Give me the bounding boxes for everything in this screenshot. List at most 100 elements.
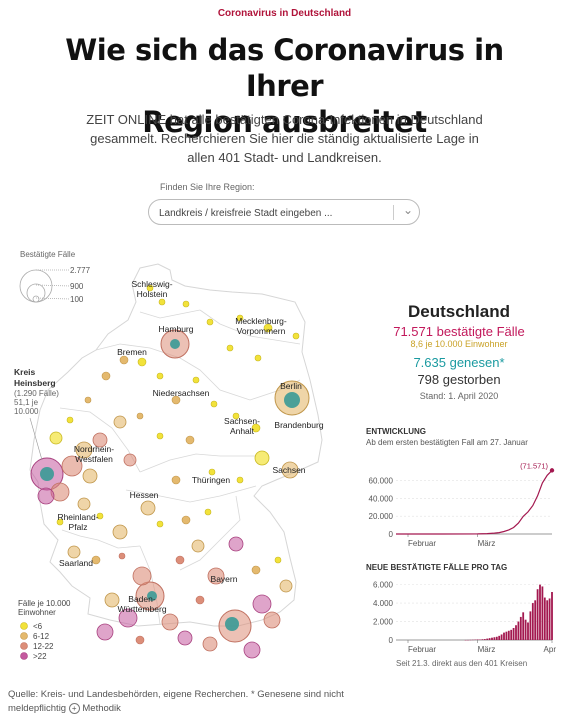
end-point (549, 468, 555, 473)
case-circles[interactable] (30, 284, 310, 659)
bar (527, 622, 529, 640)
state-label-mv: Mecklenburg- (235, 316, 287, 326)
circle-by-6[interactable] (228, 536, 244, 552)
chart-title: NEUE BESTÄTIGTE FÄLLE PRO TAG (366, 563, 507, 572)
bar (510, 629, 513, 640)
circle-nrw-5[interactable] (37, 487, 55, 505)
plus-circle-icon[interactable]: + (68, 703, 80, 714)
circle-bw-3[interactable] (161, 613, 179, 631)
x-tick-label: Februar (408, 539, 436, 548)
circle-by-3[interactable] (243, 641, 261, 659)
circle-nrw-3[interactable] (92, 432, 108, 448)
state-label-niedersachsen: Niedersachsen (153, 388, 210, 398)
bar (512, 628, 515, 640)
circle-bw-2[interactable] (96, 623, 114, 641)
bar (546, 600, 549, 640)
circle-bw-6[interactable] (177, 630, 193, 646)
state-label-rp: Rheinland- (57, 512, 98, 522)
search-input[interactable] (157, 204, 391, 222)
method-link[interactable]: Methodik (82, 703, 121, 714)
state-label-thueringen: Thüringen (192, 475, 231, 485)
circle-nrw-9[interactable] (123, 453, 137, 467)
circle-stuttgart-inner (147, 591, 157, 601)
circle-by-5[interactable] (207, 567, 225, 585)
color-legend-title-2: Einwohner (18, 608, 56, 617)
intro-text: ZEIT ONLINE hat alle bestätigten Corona-… (86, 112, 483, 165)
chart-marks (464, 584, 553, 641)
circle-by-4[interactable] (202, 636, 218, 652)
circle-saar-1[interactable] (67, 545, 81, 559)
source-text: Quelle: Kreis- und Landesbehörden, eigen… (8, 689, 344, 714)
cumulative-line-chart[interactable]: ENTWICKLUNG Ab dem ersten bestätigten Fa… (364, 424, 559, 554)
circle-nrw-6[interactable] (113, 415, 127, 429)
bar (524, 619, 527, 640)
state-label-saarland: Saarland (59, 558, 93, 568)
callout-line: 10.000 (14, 407, 39, 416)
circle-bw-5[interactable] (104, 592, 120, 608)
summary-recovered: 7.635 genesen* (413, 355, 505, 370)
y-tick-label: 6.000 (373, 581, 394, 590)
circle-sachsen-2[interactable] (281, 461, 299, 479)
color-legend-item: >22 (33, 652, 47, 661)
search-label: Finden Sie Ihre Region: (160, 182, 255, 192)
bar (536, 589, 539, 640)
y-tick-label: 60.000 (369, 477, 394, 486)
state-label-mv-2: Vorpommern (237, 326, 286, 336)
circle-bw-1[interactable] (118, 608, 138, 628)
bar (539, 584, 541, 640)
circle-muenchen-inner (225, 617, 239, 631)
state-label-hessen: Hessen (130, 490, 159, 500)
state-label-sh-2: Holstein (137, 289, 168, 299)
circle-heinsberg-inner (40, 467, 54, 481)
x-tick-label: Apr (544, 645, 557, 654)
bar (493, 637, 496, 640)
circle-nrw-1[interactable] (61, 455, 83, 477)
circle-sachsen-1[interactable] (254, 450, 270, 466)
bar (481, 639, 484, 640)
circle-by-2[interactable] (263, 611, 281, 629)
circle-by-1[interactable] (252, 594, 272, 614)
y-tick-label: 20.000 (369, 512, 394, 521)
summary-panel: Deutschland 71.571 bestätigte Fälle 8,6 … (362, 302, 556, 401)
circle-bw-4[interactable] (132, 566, 152, 586)
bar (541, 586, 544, 640)
page-title-line1: Wie sich das Coronavirus in Ihrer (65, 33, 504, 103)
circle-by-8[interactable] (279, 579, 293, 593)
source-note: Quelle: Kreis- und Landesbehörden, eigen… (8, 688, 358, 716)
daily-bar-chart[interactable]: NEUE BESTÄTIGTE FÄLLE PRO TAG 0 2.000 4.00… (364, 560, 559, 672)
color-legend-item: 6-12 (33, 632, 50, 641)
x-tick-label: März (478, 539, 496, 548)
kicker: Coronavirus in Deutschland (217, 8, 352, 19)
color-legend-title: Fälle je 10.000 (18, 599, 71, 608)
circle-rp-2[interactable] (112, 524, 128, 540)
bar (522, 612, 525, 640)
bar (488, 638, 491, 640)
search-divider (393, 205, 394, 220)
chevron-down-icon[interactable]: ⌄ (402, 203, 413, 217)
size-legend (19, 269, 71, 303)
state-label-hamburg: Hamburg (159, 324, 194, 334)
circle-hessen-1[interactable] (140, 500, 156, 516)
circle-nrw-7[interactable] (49, 431, 63, 445)
bar (486, 638, 489, 640)
chart-marks: (71.571) (396, 461, 555, 535)
circle-hamburg-inner (170, 339, 180, 349)
state-label-nrw-2: Westfalen (75, 454, 113, 464)
germany-map[interactable]: Bestätigte Fälle 2.777 900 100 Kreis Hei… (0, 240, 362, 685)
circle-by-7[interactable] (191, 539, 205, 553)
bar (505, 631, 508, 640)
state-label-brandenburg: Brandenburg (274, 420, 323, 430)
chart-note: Seit 21.3. direkt aus den 401 Kreisen (396, 659, 527, 668)
circle-nrw-8[interactable] (82, 468, 98, 484)
circle-berlin-inner (284, 392, 300, 408)
state-label-sh: Schleswig- (131, 279, 172, 289)
chart-grid: 0 20.000 40.000 60.000 Februar März (369, 477, 552, 548)
state-label-bw: Baden- (128, 594, 156, 604)
summary-cases: 71.571 bestätigte Fälle (393, 324, 525, 339)
bar (483, 639, 486, 640)
region-search[interactable]: ⌄ (148, 199, 420, 225)
circle-nrw-2[interactable] (75, 441, 93, 459)
summary-deaths: 798 gestorben (417, 372, 501, 387)
bar (507, 630, 510, 640)
circle-rp-1[interactable] (77, 497, 91, 511)
